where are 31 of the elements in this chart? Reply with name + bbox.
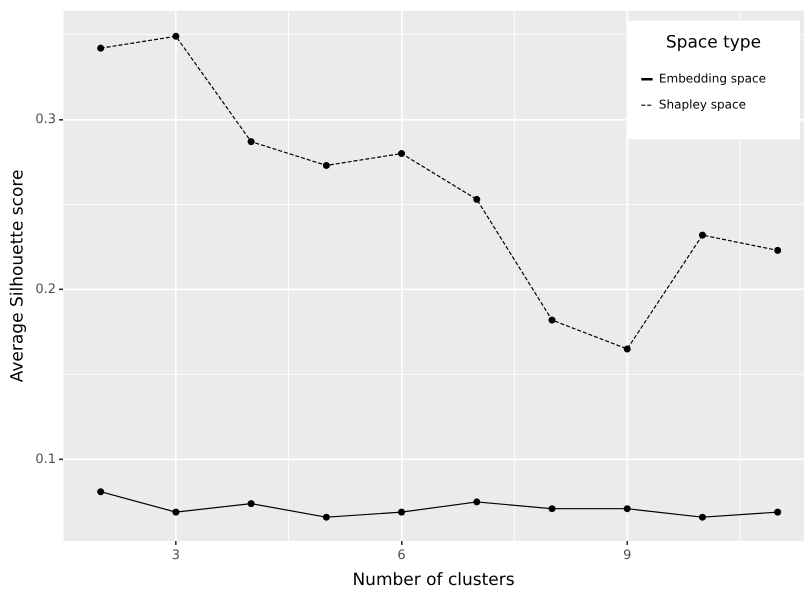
point [97, 44, 104, 52]
legend-label: Embedding space [658, 71, 766, 86]
point [322, 162, 330, 169]
x-tick-label: 9 [623, 548, 632, 564]
point [624, 505, 631, 512]
x-tick-label: 3 [172, 548, 180, 564]
point [548, 505, 556, 512]
point [774, 508, 782, 516]
point [398, 150, 406, 158]
point [172, 32, 180, 40]
point [774, 246, 782, 254]
point [322, 514, 330, 521]
x-axis-title: Number of clusters [352, 570, 515, 590]
point [473, 498, 480, 506]
y-tick-label: 0.1 [35, 452, 56, 467]
y-axis-title: Average Silhouette score [8, 170, 28, 382]
point [248, 500, 255, 508]
point [398, 508, 406, 516]
point [172, 508, 180, 516]
point [248, 138, 255, 146]
legend-title: Space type [666, 32, 762, 53]
y-tick-label: 0.2 [35, 282, 56, 297]
y-tick-label: 0.3 [35, 112, 56, 127]
point [624, 345, 631, 352]
x-tick-label: 6 [397, 548, 406, 564]
point [548, 316, 556, 324]
point [698, 514, 706, 521]
point [97, 488, 104, 496]
point [698, 232, 706, 239]
point [473, 196, 480, 203]
legend-label: Shapley space [658, 97, 746, 112]
